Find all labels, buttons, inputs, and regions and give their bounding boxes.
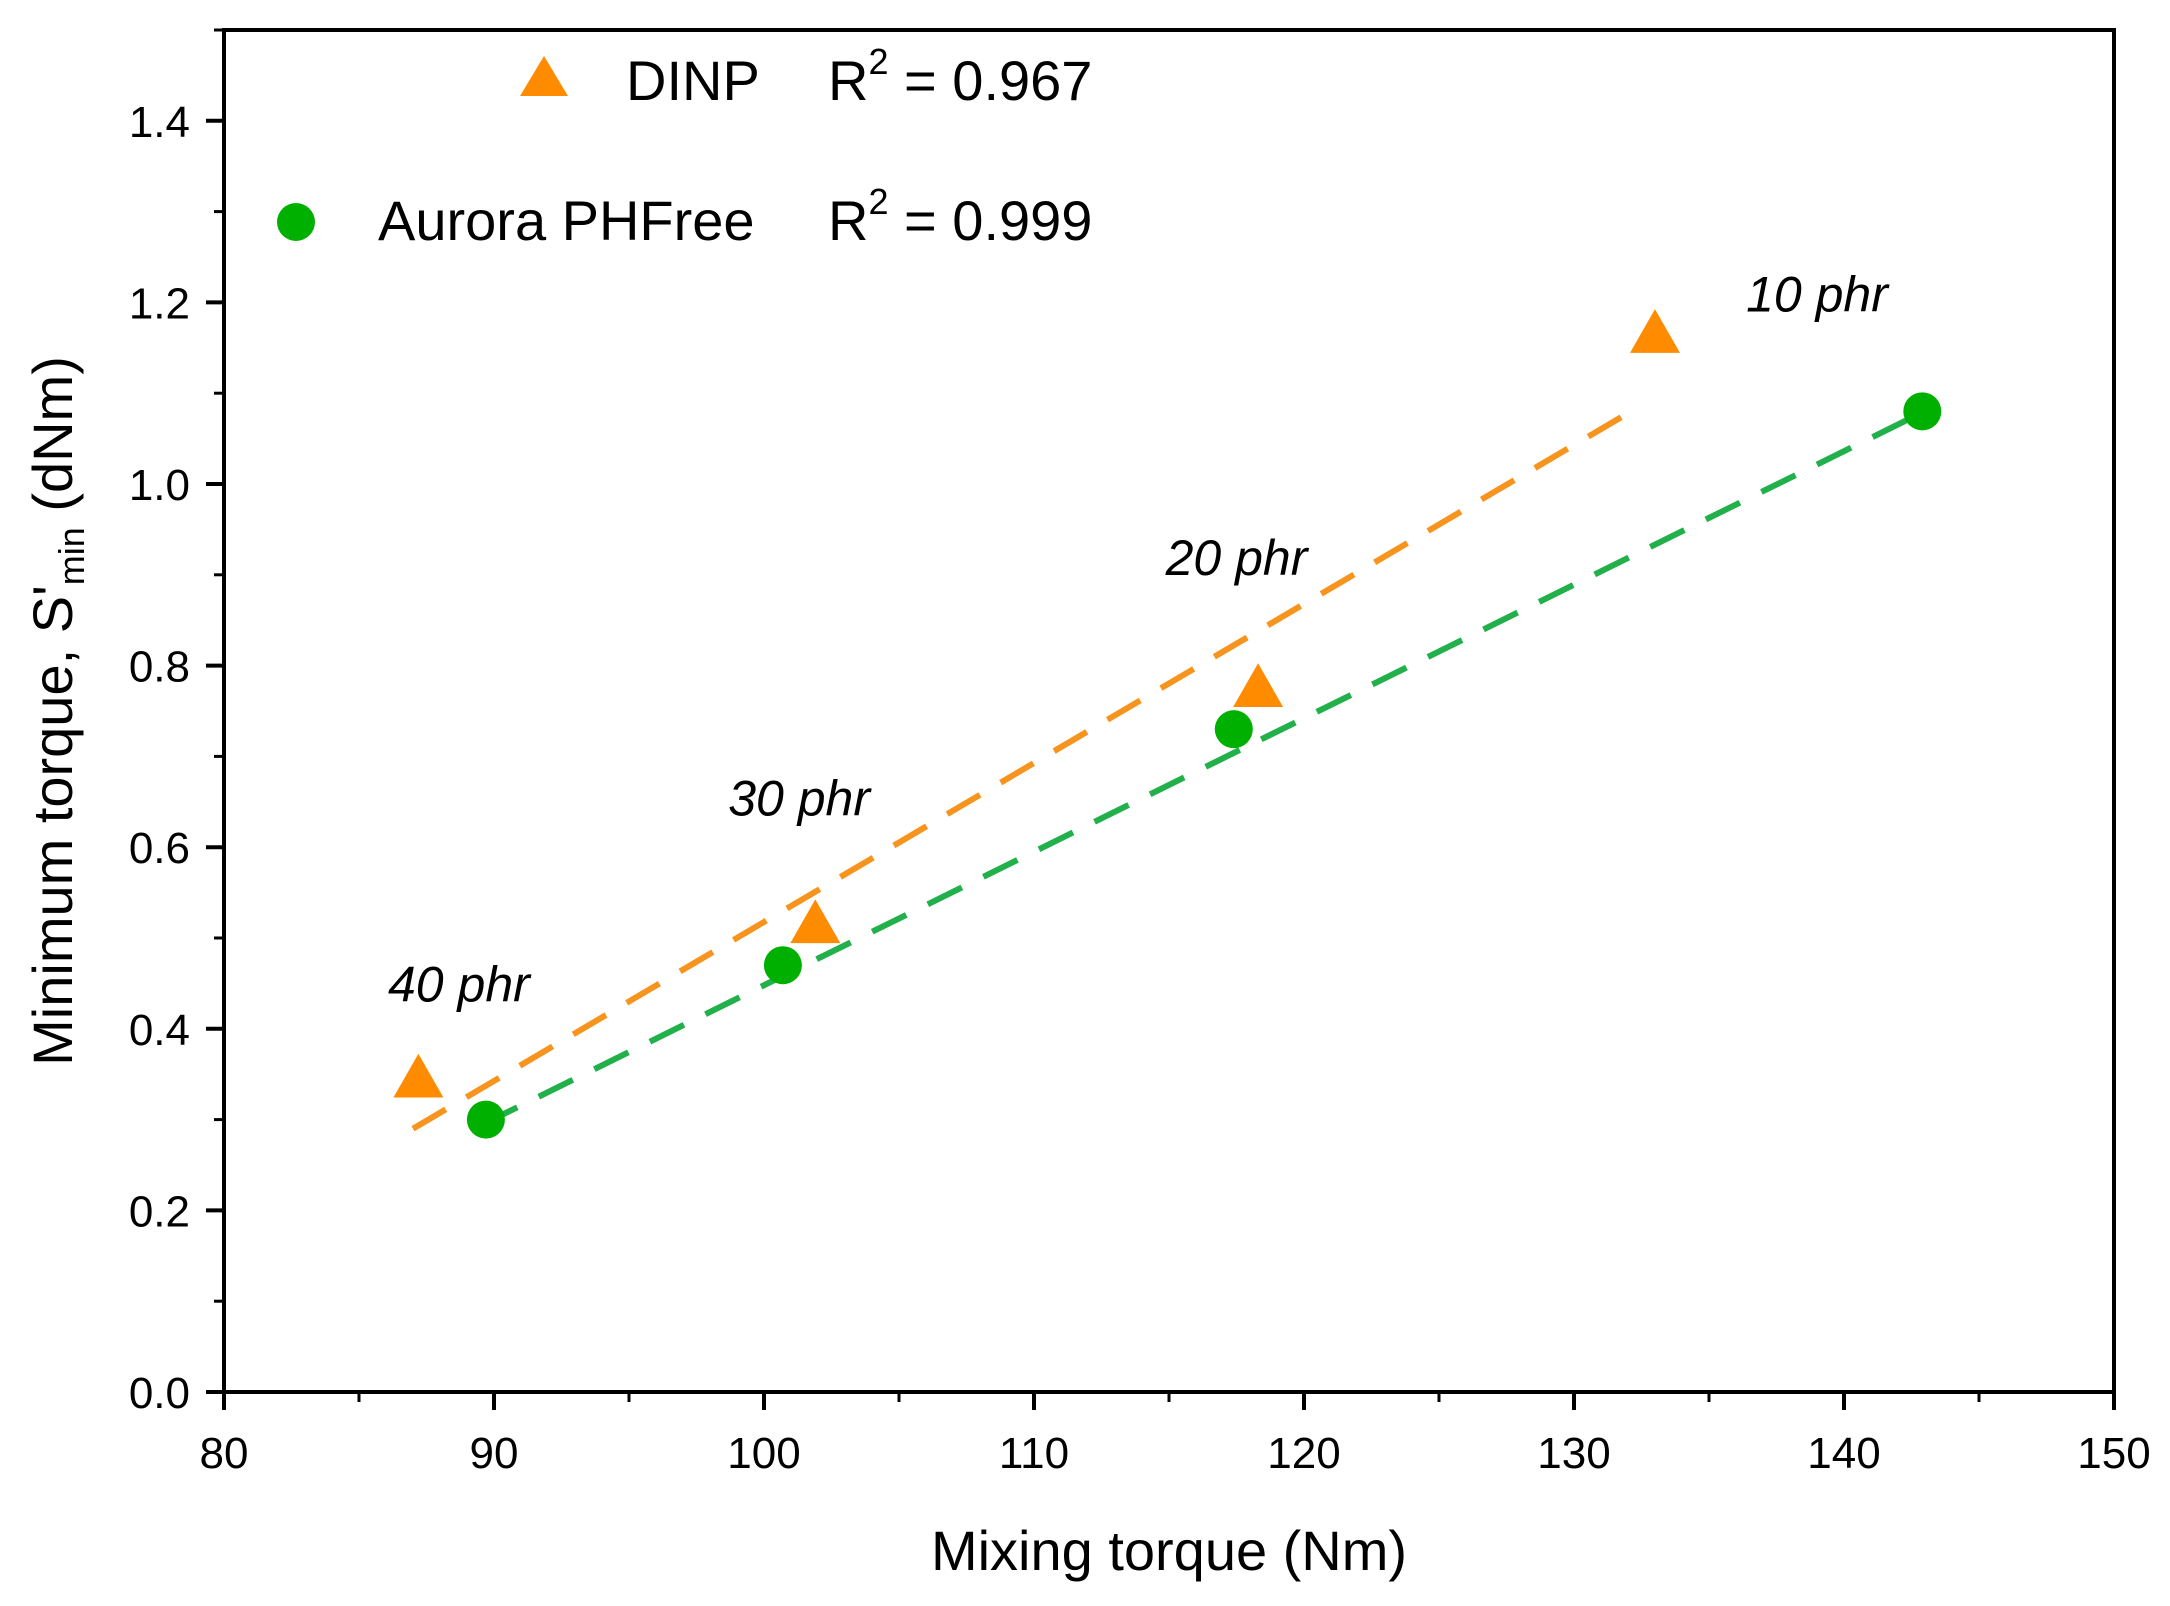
x-tick-label: 100 — [727, 1429, 800, 1478]
y-tick-label: 0.8 — [129, 643, 190, 692]
y-tick-label: 0.2 — [129, 1187, 190, 1236]
y-axis-ticks: 0.0 0.2 0.4 0.6 0.8 1.0 1.2 1.4 — [129, 28, 224, 1418]
y-tick-label: 0.6 — [129, 824, 190, 873]
r2-label-aurora: R — [828, 189, 868, 252]
legend: DINP R2 = 0.967 Aurora PHFree R2 = 0.999 — [277, 41, 1092, 252]
legend-r2-dinp: R2 = 0.967 — [828, 41, 1092, 112]
y-axis-title-suffix: (dNm) — [21, 356, 84, 527]
dinp-point — [393, 1053, 444, 1098]
legend-entry-dinp: DINP R2 = 0.967 — [520, 41, 1092, 112]
y-tick-label: 1.0 — [129, 461, 190, 510]
aurora-point — [1903, 392, 1942, 431]
x-tick-label: 130 — [1537, 1429, 1610, 1478]
y-tick-label: 0.4 — [129, 1006, 190, 1055]
y-tick-label: 0.0 — [129, 1369, 190, 1418]
x-tick-label: 120 — [1267, 1429, 1340, 1478]
phr-annotation: 10 phr — [1746, 266, 1890, 322]
x-axis-title: Mixing torque (Nm) — [931, 1519, 1407, 1582]
legend-r2-aurora: R2 = 0.999 — [828, 181, 1092, 252]
r2-value-dinp: = 0.967 — [888, 49, 1092, 112]
phr-annotation: 20 phr — [1165, 530, 1310, 586]
y-axis-title: Minimum torque, S'min (dNm) — [21, 356, 92, 1066]
legend-label-dinp: DINP — [626, 49, 760, 112]
x-tick-label: 150 — [2077, 1429, 2150, 1478]
y-axis-title-subscript: min — [51, 527, 92, 585]
aurora-point — [763, 946, 802, 985]
x-tick-label: 90 — [470, 1429, 519, 1478]
dinp-point — [1630, 309, 1680, 353]
phr-annotations: 10 phr 20 phr 30 phr 40 phr — [388, 266, 1890, 1012]
legend-entry-aurora: Aurora PHFree R2 = 0.999 — [277, 181, 1092, 252]
r2-value-aurora: = 0.999 — [888, 189, 1092, 252]
fit-line-dinp — [411, 404, 1641, 1132]
r2-label-dinp: R — [828, 49, 868, 112]
x-tick-label: 140 — [1807, 1429, 1880, 1478]
phr-annotation: 30 phr — [728, 770, 872, 826]
legend-triangle-icon — [520, 56, 568, 96]
legend-label-aurora: Aurora PHFree — [378, 189, 755, 252]
aurora-point — [1214, 710, 1253, 749]
aurora-point — [466, 1100, 505, 1139]
y-tick-label: 1.4 — [129, 98, 190, 147]
fit-lines — [411, 404, 1908, 1132]
data-markers — [393, 309, 1942, 1139]
dinp-point — [790, 899, 841, 944]
r2-sup-aurora: 2 — [868, 181, 888, 222]
y-tick-label: 1.2 — [129, 279, 190, 328]
x-tick-label: 80 — [200, 1429, 249, 1478]
phr-annotation: 40 phr — [388, 957, 532, 1013]
r2-sup-dinp: 2 — [868, 41, 888, 82]
x-axis-ticks: 80 90 100 110 120 130 140 150 — [200, 1392, 2151, 1478]
y-axis-title-prefix: Minimum torque, S' — [21, 585, 84, 1066]
fit-line-aurora — [481, 417, 1908, 1127]
legend-circle-icon — [277, 203, 315, 241]
x-tick-label: 110 — [999, 1429, 1069, 1478]
dinp-point — [1233, 663, 1284, 708]
